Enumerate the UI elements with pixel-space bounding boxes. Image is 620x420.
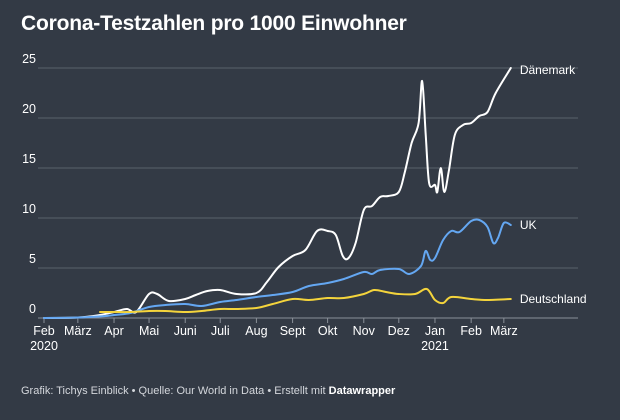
x-tick-8: Okt bbox=[318, 324, 338, 338]
x-tick-4: Juni bbox=[174, 324, 197, 338]
grid-lines bbox=[38, 67, 578, 319]
x-tick-3: Mai bbox=[139, 324, 159, 338]
chart-title: Corona-Testzahlen pro 1000 Einwohner bbox=[21, 12, 407, 35]
x-tick-7: Sept bbox=[280, 324, 306, 338]
x-tick-9: Nov bbox=[353, 324, 376, 338]
series-lines bbox=[43, 67, 512, 319]
x-tick-10: Dez bbox=[388, 324, 410, 338]
x-tick-13: März bbox=[490, 324, 518, 338]
x-tick-1: März bbox=[64, 324, 92, 338]
y-tick-5: 5 bbox=[29, 252, 36, 266]
y-tick-10: 10 bbox=[22, 202, 36, 216]
x-tick-0: Feb bbox=[33, 324, 55, 338]
x-tick-6: Aug bbox=[245, 324, 267, 338]
x-tick-year-11: 2021 bbox=[421, 339, 449, 353]
series-label-1: UK bbox=[520, 218, 537, 232]
y-axis-ticks: 0 5 10 15 20 25 bbox=[22, 52, 36, 316]
footer-credit: Grafik: Tichys Einblick • Quelle: Our Wo… bbox=[21, 385, 395, 397]
series-line-2 bbox=[99, 287, 512, 314]
series-label-0: Dänemark bbox=[520, 63, 576, 77]
series-line-0 bbox=[43, 67, 512, 319]
series-label-2: Deutschland bbox=[520, 292, 587, 306]
footer-text: Grafik: Tichys Einblick • Quelle: Our Wo… bbox=[21, 385, 329, 397]
x-tick-year-0: 2020 bbox=[30, 339, 58, 353]
x-tick-2: Apr bbox=[104, 324, 123, 338]
y-tick-15: 15 bbox=[22, 152, 36, 166]
footer-brand: Datawrapper bbox=[328, 385, 396, 397]
series-line-1 bbox=[43, 218, 512, 319]
x-tick-11: Jan bbox=[425, 324, 445, 338]
x-tick-12: Feb bbox=[460, 324, 482, 338]
y-tick-0: 0 bbox=[29, 302, 36, 316]
y-tick-25: 25 bbox=[22, 52, 36, 66]
x-tick-5: Juli bbox=[211, 324, 230, 338]
series-labels: Dänemark UK Deutschland bbox=[520, 63, 587, 306]
y-tick-20: 20 bbox=[22, 102, 36, 116]
